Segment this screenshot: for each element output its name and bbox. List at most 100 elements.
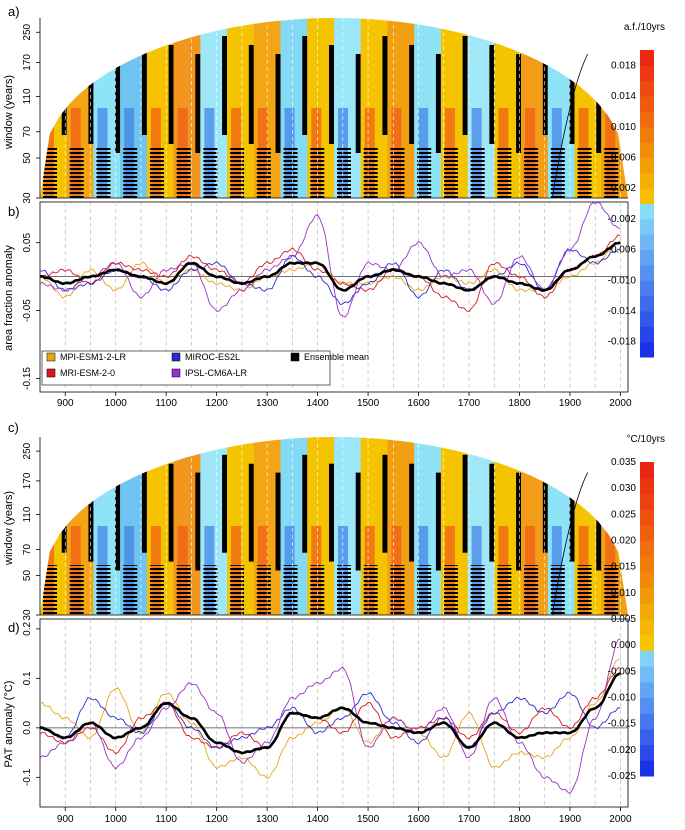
y-tick-label: 250 bbox=[22, 442, 33, 459]
colorbar-swatch bbox=[640, 603, 654, 620]
y-tick-label: 170 bbox=[22, 472, 33, 489]
significance-hatch bbox=[443, 565, 458, 615]
significance-hatch bbox=[524, 565, 539, 615]
significance-hatch bbox=[256, 565, 271, 615]
cone-of-influence bbox=[551, 53, 588, 199]
significance-hatch bbox=[69, 565, 84, 615]
legend-swatch bbox=[171, 368, 181, 378]
heatmap-c bbox=[40, 437, 628, 616]
significance-contour bbox=[115, 472, 121, 571]
significance-contour bbox=[382, 36, 388, 135]
significance-hatch bbox=[149, 147, 164, 198]
colorbar-swatch bbox=[640, 760, 654, 777]
series-line-mri bbox=[39, 667, 621, 755]
x-tick-label: 1900 bbox=[559, 398, 582, 409]
colorbar-swatch bbox=[640, 477, 654, 494]
x-tick-label: 900 bbox=[57, 814, 74, 825]
significance-hatch bbox=[96, 147, 111, 198]
legend-label: MIROC-ES2L bbox=[185, 352, 240, 362]
x-tick-label: 1300 bbox=[256, 398, 279, 409]
legend-box bbox=[41, 350, 331, 386]
significance-hatch bbox=[470, 147, 485, 198]
significance-contour bbox=[435, 54, 441, 153]
x-tick-label: 1700 bbox=[458, 398, 481, 409]
panel-c: c) 30 50 70 110 170 250 window (years) bbox=[3, 420, 628, 621]
panel-d: d) -0.1 0.0 0.1 0.2 PAT anomaly (°C) bbox=[3, 618, 629, 808]
colorbar-swatch bbox=[640, 571, 654, 589]
significance-contour bbox=[489, 45, 495, 144]
colorbar-swatch bbox=[640, 126, 654, 143]
significance-hatch bbox=[337, 147, 351, 198]
colorbar-swatch bbox=[640, 96, 654, 112]
legend: MPI-ESM1-2-LR MIROC-ES2L Ensemble mean MRI-… bbox=[41, 350, 369, 386]
significance-contour bbox=[542, 454, 548, 553]
significance-contour bbox=[168, 45, 174, 144]
panel-c-ylabel: window (years) bbox=[3, 491, 15, 566]
y-tick-label: 0.0 bbox=[22, 720, 33, 734]
significance-hatch bbox=[43, 565, 57, 615]
significance-contour bbox=[569, 45, 575, 144]
significance-contour bbox=[355, 54, 361, 153]
significance-hatch bbox=[176, 147, 191, 198]
colorbar-tick-label: 0.015 bbox=[611, 562, 636, 573]
significance-hatch bbox=[43, 147, 57, 198]
colorbar-swatch bbox=[640, 587, 654, 604]
significance-hatch bbox=[363, 565, 378, 615]
significance-hatch bbox=[470, 565, 485, 615]
y-tick-label: 30 bbox=[22, 192, 33, 204]
significance-contour bbox=[462, 36, 468, 135]
x-tick-label: 1200 bbox=[206, 814, 229, 825]
colorbar-tick-label: 0.018 bbox=[611, 60, 636, 71]
colorbar-swatch bbox=[640, 310, 654, 327]
panel-a: a) 30 50 70 110 170 250 window (years) bbox=[3, 4, 628, 204]
colorbar-tick-label: 0.025 bbox=[611, 509, 636, 520]
legend-label: MPI-ESM1-2-LR bbox=[60, 352, 127, 362]
colorbar-swatch bbox=[640, 203, 654, 220]
colorbar-tick-label: -0.015 bbox=[608, 719, 637, 730]
significance-hatch bbox=[283, 147, 298, 198]
axis-c: 30 50 70 110 170 250 bbox=[22, 437, 628, 621]
significance-contour bbox=[61, 454, 67, 553]
significance-hatch bbox=[230, 565, 245, 615]
significance-contour bbox=[435, 472, 441, 571]
significance-hatch bbox=[283, 565, 298, 615]
series-line-ipsl bbox=[39, 201, 621, 318]
colorbar-swatch bbox=[640, 462, 654, 479]
x-tick-label: 1000 bbox=[105, 398, 128, 409]
panel-b-label: b) bbox=[8, 204, 20, 219]
significance-hatch bbox=[230, 147, 245, 198]
x-tick-label: 1400 bbox=[306, 814, 329, 825]
significance-hatch bbox=[577, 147, 592, 198]
significance-contour bbox=[61, 36, 67, 135]
colorbar-swatch bbox=[640, 280, 654, 297]
significance-hatch bbox=[310, 565, 325, 615]
colorbar-swatch bbox=[640, 326, 654, 343]
y-tick-label: 250 bbox=[22, 23, 33, 40]
heatmap-a bbox=[40, 18, 628, 199]
colorbar-swatch bbox=[640, 697, 654, 714]
x-tick-label: 1400 bbox=[306, 398, 329, 409]
significance-contour bbox=[141, 454, 147, 553]
significance-hatch bbox=[497, 147, 512, 198]
y-tick-label: 0.2 bbox=[22, 622, 33, 636]
x-axis-labels: 900 1000 1100 1200 1300 1400 1500 1600 1700 1800 1… bbox=[57, 392, 632, 825]
significance-contour bbox=[222, 454, 228, 553]
significance-contour bbox=[275, 54, 281, 153]
significance-contour bbox=[489, 463, 495, 562]
colorbar-swatch bbox=[640, 234, 654, 251]
cone-of-influence bbox=[551, 472, 588, 616]
significance-contour bbox=[516, 472, 522, 571]
colorbar-tick-label: 0.000 bbox=[611, 640, 636, 651]
colorbar-swatch bbox=[640, 666, 654, 683]
colorbar-tick-label: 0.030 bbox=[611, 483, 636, 494]
significance-contour bbox=[516, 54, 522, 153]
significance-hatch bbox=[337, 565, 351, 615]
colorbar-swatch bbox=[640, 619, 654, 636]
significance-contour bbox=[88, 45, 94, 144]
series-line-mpi bbox=[39, 242, 621, 299]
significance-hatch bbox=[390, 565, 405, 615]
colorbar-swatch bbox=[640, 80, 654, 97]
legend-swatch bbox=[46, 352, 56, 362]
colorbar-swatch bbox=[640, 744, 654, 761]
significance-contour bbox=[329, 463, 334, 562]
